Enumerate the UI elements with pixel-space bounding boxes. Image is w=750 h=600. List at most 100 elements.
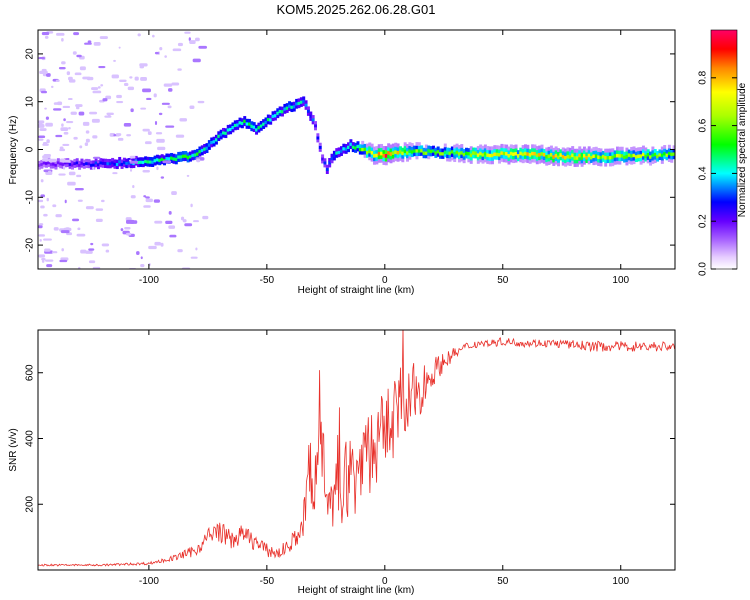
spectrogram-cell (516, 157, 520, 162)
spectrogram-cell (566, 158, 570, 162)
spectrogram-cell (613, 150, 617, 155)
spectrogram-cell (429, 152, 433, 157)
spectrogram-cell (549, 152, 553, 157)
spectrogram-cell (547, 153, 551, 158)
spectrogram-cell (620, 150, 624, 155)
spectrogram-cell (460, 147, 464, 152)
spectrogram-noise-cell (79, 66, 86, 71)
spectrogram-cell (606, 159, 610, 164)
spectrogram-cell (339, 152, 343, 156)
spectrogram-cell (99, 161, 103, 165)
spectrogram-cell (420, 148, 424, 153)
snr-x-tick-label: 100 (612, 576, 629, 587)
spectrogram-cell (608, 152, 612, 156)
spectrogram-cell (483, 144, 487, 149)
spectrogram-cell (387, 154, 391, 159)
spectrogram-cell (122, 160, 126, 165)
spectrogram-cell (439, 155, 443, 159)
spectrogram-cell (656, 151, 660, 155)
spectrogram-cell (557, 151, 560, 156)
spectrogram-cell (240, 124, 244, 129)
spectrogram-cell (462, 149, 466, 153)
spectrogram-noise-cell (99, 36, 108, 39)
spectrogram-cell (599, 151, 603, 156)
spectrogram-cell (344, 144, 348, 148)
spectrogram-cell (384, 149, 388, 155)
spectrogram-noise-cell (153, 199, 160, 203)
spectrogram-cell (45, 164, 49, 168)
spectrogram-cell (533, 155, 537, 160)
spectrogram-cell (557, 148, 560, 153)
spectrogram-noise-cell (59, 259, 68, 263)
spectrogram-cell (585, 155, 589, 160)
spectrogram-cell (181, 157, 185, 162)
spectrogram-noise-cell (88, 260, 96, 264)
spectrogram-y-tick-label: 20 (25, 48, 36, 60)
spectrogram-cell (608, 159, 612, 163)
spectrogram-cell (394, 157, 398, 162)
spectrogram-cell (198, 149, 202, 154)
spectrogram-cell (618, 146, 622, 151)
spectrogram-cell (585, 152, 589, 156)
spectrogram-cell (415, 155, 419, 160)
spectrogram-cell (467, 151, 471, 156)
spectrogram-cell (594, 160, 598, 165)
spectrogram-cell (288, 104, 292, 108)
spectrogram-cell (266, 117, 270, 122)
spectrogram-cell (667, 158, 671, 162)
spectrogram-cell (483, 154, 487, 159)
spectrogram-cell (96, 165, 100, 170)
spectrogram-cell (573, 148, 577, 153)
spectrogram-cell (634, 154, 638, 159)
spectrogram-cell (448, 147, 452, 152)
spectrogram-cell (207, 146, 211, 150)
spectrogram-cell (594, 146, 598, 151)
spectrogram-cell (505, 158, 509, 163)
spectrogram-cell (531, 154, 535, 159)
spectrogram-cell (542, 152, 546, 157)
spectrogram-cell (349, 139, 353, 143)
spectrogram-noise-cell (55, 214, 62, 218)
spectrogram-cell (413, 152, 417, 157)
spectrogram-cell (672, 148, 675, 153)
spectrogram-noise-cell (55, 134, 63, 138)
spectrogram-cell (502, 151, 506, 156)
spectrogram-cell (554, 160, 558, 165)
spectrogram-cell (554, 157, 558, 162)
spectrogram-cell (571, 146, 575, 151)
spectrogram-cell (212, 139, 216, 144)
spectrogram-cell (290, 105, 294, 109)
spectrogram-cell (146, 163, 150, 167)
spectrogram-cell (66, 158, 70, 162)
spectrogram-cell (344, 150, 348, 154)
spectrogram-cell (163, 161, 166, 166)
spectrogram-cell (542, 149, 546, 153)
spectrogram-cell (266, 114, 270, 119)
spectrogram-cell (325, 170, 329, 174)
spectrogram-cell (257, 128, 261, 133)
spectrogram-cell (573, 159, 577, 164)
spectrogram-cell (358, 150, 362, 155)
spectrogram-cell (630, 160, 634, 165)
spectrogram-cell (276, 111, 280, 115)
spectrogram-cell (368, 142, 372, 147)
spectrogram-cell (266, 120, 270, 125)
spectrogram-noise-cell (161, 102, 170, 105)
spectrogram-cell (582, 157, 586, 162)
spectrogram-cell (365, 147, 369, 151)
spectrogram-cell (594, 153, 598, 158)
spectrogram-cell (639, 147, 643, 151)
spectrogram-cell (469, 160, 473, 164)
spectrogram-noise-cell (92, 266, 101, 269)
spectrogram-noise-cell (198, 45, 208, 49)
spectrogram-noise-cell (42, 155, 51, 159)
spectrogram-cell (630, 150, 634, 155)
spectrogram-cell (505, 144, 509, 149)
spectrogram-cell (89, 163, 93, 167)
spectrogram-cell (389, 144, 393, 149)
spectrogram-noise-cell (130, 195, 136, 199)
spectrogram-noise-cell (92, 135, 98, 139)
spectrogram-cell (521, 159, 525, 164)
spectrogram-cell (259, 124, 263, 128)
spectrogram-noise-cell (86, 76, 94, 81)
